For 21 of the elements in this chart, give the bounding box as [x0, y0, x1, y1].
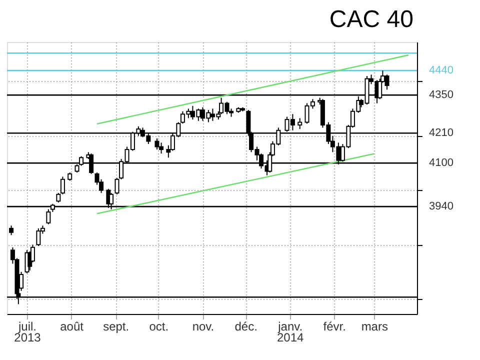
- x-tick-label: mars: [361, 320, 388, 334]
- candlestick: [9, 225, 14, 236]
- chart-title: CAC 40: [329, 6, 414, 33]
- candlestick: [298, 118, 302, 130]
- ref-line-label: 4210: [429, 127, 454, 140]
- x-tick-label: déc.: [234, 320, 258, 334]
- x-tick-label: juil. 2013: [14, 320, 42, 344]
- x-tick-label: août: [60, 320, 84, 334]
- x-tick-label: oct.: [149, 320, 169, 334]
- x-tick-label: sept.: [103, 320, 130, 334]
- ref-line-label: 4100: [429, 157, 454, 170]
- candlestick: [154, 138, 160, 150]
- x-tick-label: nov.: [192, 320, 214, 334]
- x-tick-label: janv. 2014: [277, 320, 304, 344]
- x-tick-label: févr.: [323, 320, 346, 334]
- candlestick: [159, 142, 164, 154]
- candlestick: [384, 74, 390, 90]
- candlestick: [36, 228, 41, 246]
- ref-line-label: 3940: [429, 200, 454, 213]
- ref-line-label: 4440: [429, 64, 454, 77]
- ref-line-label: 4350: [429, 89, 454, 102]
